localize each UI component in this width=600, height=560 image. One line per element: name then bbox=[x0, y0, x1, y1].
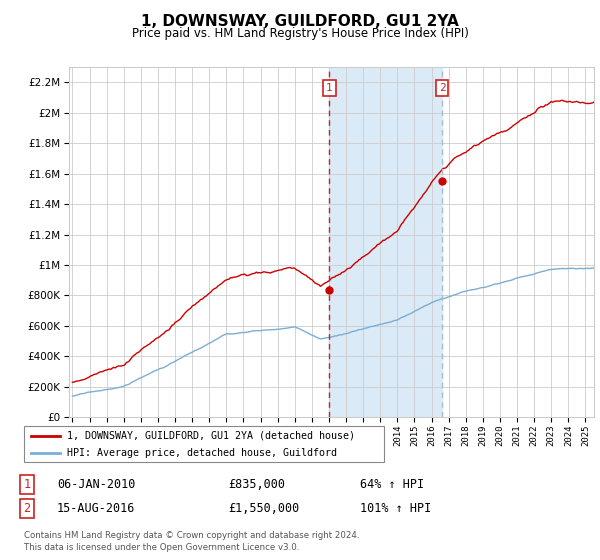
Text: 1, DOWNSWAY, GUILDFORD, GU1 2YA: 1, DOWNSWAY, GUILDFORD, GU1 2YA bbox=[141, 14, 459, 29]
FancyBboxPatch shape bbox=[24, 426, 384, 462]
Text: HPI: Average price, detached house, Guildford: HPI: Average price, detached house, Guil… bbox=[67, 448, 337, 458]
Text: 1, DOWNSWAY, GUILDFORD, GU1 2YA (detached house): 1, DOWNSWAY, GUILDFORD, GU1 2YA (detache… bbox=[67, 431, 355, 441]
Text: 64% ↑ HPI: 64% ↑ HPI bbox=[360, 478, 424, 491]
Text: 1: 1 bbox=[326, 83, 333, 93]
Text: £835,000: £835,000 bbox=[228, 478, 285, 491]
Bar bbox=[329, 67, 442, 417]
Text: 2: 2 bbox=[439, 83, 446, 93]
Text: Contains HM Land Registry data © Crown copyright and database right 2024.: Contains HM Land Registry data © Crown c… bbox=[24, 531, 359, 540]
Text: 15-AUG-2016: 15-AUG-2016 bbox=[57, 502, 136, 515]
Text: £1,550,000: £1,550,000 bbox=[228, 502, 299, 515]
Text: 06-JAN-2010: 06-JAN-2010 bbox=[57, 478, 136, 491]
Text: Price paid vs. HM Land Registry's House Price Index (HPI): Price paid vs. HM Land Registry's House … bbox=[131, 27, 469, 40]
Text: This data is licensed under the Open Government Licence v3.0.: This data is licensed under the Open Gov… bbox=[24, 543, 299, 552]
Text: 101% ↑ HPI: 101% ↑ HPI bbox=[360, 502, 431, 515]
Text: 1: 1 bbox=[23, 478, 31, 491]
Text: 2: 2 bbox=[23, 502, 31, 515]
